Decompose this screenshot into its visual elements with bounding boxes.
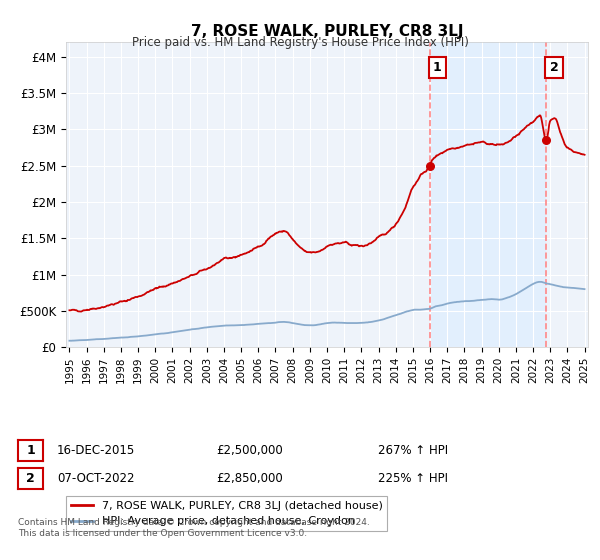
Text: 2: 2 — [550, 61, 559, 74]
Bar — [430, 42, 546, 347]
Title: 7, ROSE WALK, PURLEY, CR8 3LJ: 7, ROSE WALK, PURLEY, CR8 3LJ — [191, 25, 463, 39]
Text: Price paid vs. HM Land Registry's House Price Index (HPI): Price paid vs. HM Land Registry's House … — [131, 36, 469, 49]
Text: £2,850,000: £2,850,000 — [216, 472, 283, 486]
Text: 267% ↑ HPI: 267% ↑ HPI — [378, 444, 448, 458]
Text: Contains HM Land Registry data © Crown copyright and database right 2024.
This d: Contains HM Land Registry data © Crown c… — [18, 518, 370, 538]
Text: 16-DEC-2015: 16-DEC-2015 — [57, 444, 135, 458]
Point — [425, 161, 434, 170]
Text: £2,500,000: £2,500,000 — [216, 444, 283, 458]
Text: 2: 2 — [26, 472, 35, 485]
Legend: 7, ROSE WALK, PURLEY, CR8 3LJ (detached house), HPI: Average price, detached hou: 7, ROSE WALK, PURLEY, CR8 3LJ (detached … — [67, 496, 387, 531]
Text: 1: 1 — [26, 444, 35, 457]
Point — [541, 136, 551, 144]
Text: 1: 1 — [433, 61, 442, 74]
Text: 07-OCT-2022: 07-OCT-2022 — [57, 472, 134, 486]
Text: 225% ↑ HPI: 225% ↑ HPI — [378, 472, 448, 486]
